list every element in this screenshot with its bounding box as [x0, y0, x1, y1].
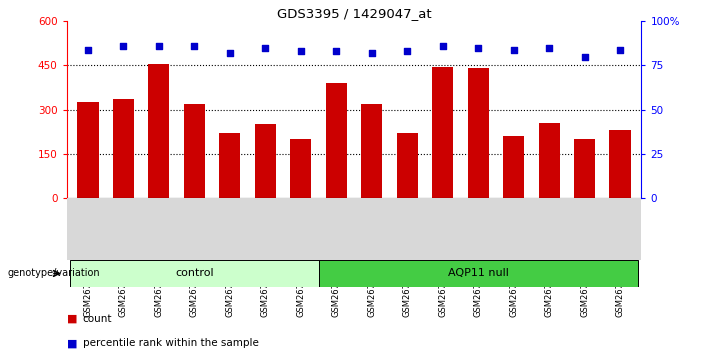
Bar	[148, 64, 170, 198]
Point	[366, 50, 377, 56]
Point	[402, 48, 413, 54]
Bar	[77, 102, 99, 198]
Bar	[219, 133, 240, 198]
Text: AQP11 null: AQP11 null	[448, 268, 509, 279]
Text: control: control	[175, 268, 214, 279]
Bar	[538, 123, 560, 198]
Point	[189, 43, 200, 49]
Point	[331, 48, 342, 54]
Bar	[609, 130, 631, 198]
Point	[154, 43, 165, 49]
Text: genotype/variation: genotype/variation	[7, 268, 100, 279]
Point	[543, 45, 554, 51]
Point	[295, 48, 306, 54]
Point	[437, 43, 449, 49]
Point	[472, 45, 484, 51]
Bar	[70, 260, 318, 287]
Point	[508, 47, 519, 52]
Bar	[184, 104, 205, 198]
Point	[259, 45, 271, 51]
Point	[579, 54, 590, 59]
Title: GDS3395 / 1429047_at: GDS3395 / 1429047_at	[277, 7, 431, 20]
Bar	[468, 68, 489, 198]
Bar	[361, 104, 382, 198]
Bar	[397, 133, 418, 198]
Point	[615, 47, 626, 52]
Text: ■: ■	[67, 314, 77, 324]
Bar	[503, 136, 524, 198]
Text: percentile rank within the sample: percentile rank within the sample	[83, 338, 259, 348]
Point	[224, 50, 236, 56]
Bar	[574, 139, 595, 198]
Point	[82, 47, 93, 52]
Bar	[113, 99, 134, 198]
Text: count: count	[83, 314, 112, 324]
Text: ■: ■	[67, 338, 77, 348]
Bar	[254, 125, 276, 198]
Bar	[318, 260, 638, 287]
Bar	[432, 67, 454, 198]
Point	[118, 43, 129, 49]
Bar	[326, 83, 347, 198]
Bar	[290, 139, 311, 198]
